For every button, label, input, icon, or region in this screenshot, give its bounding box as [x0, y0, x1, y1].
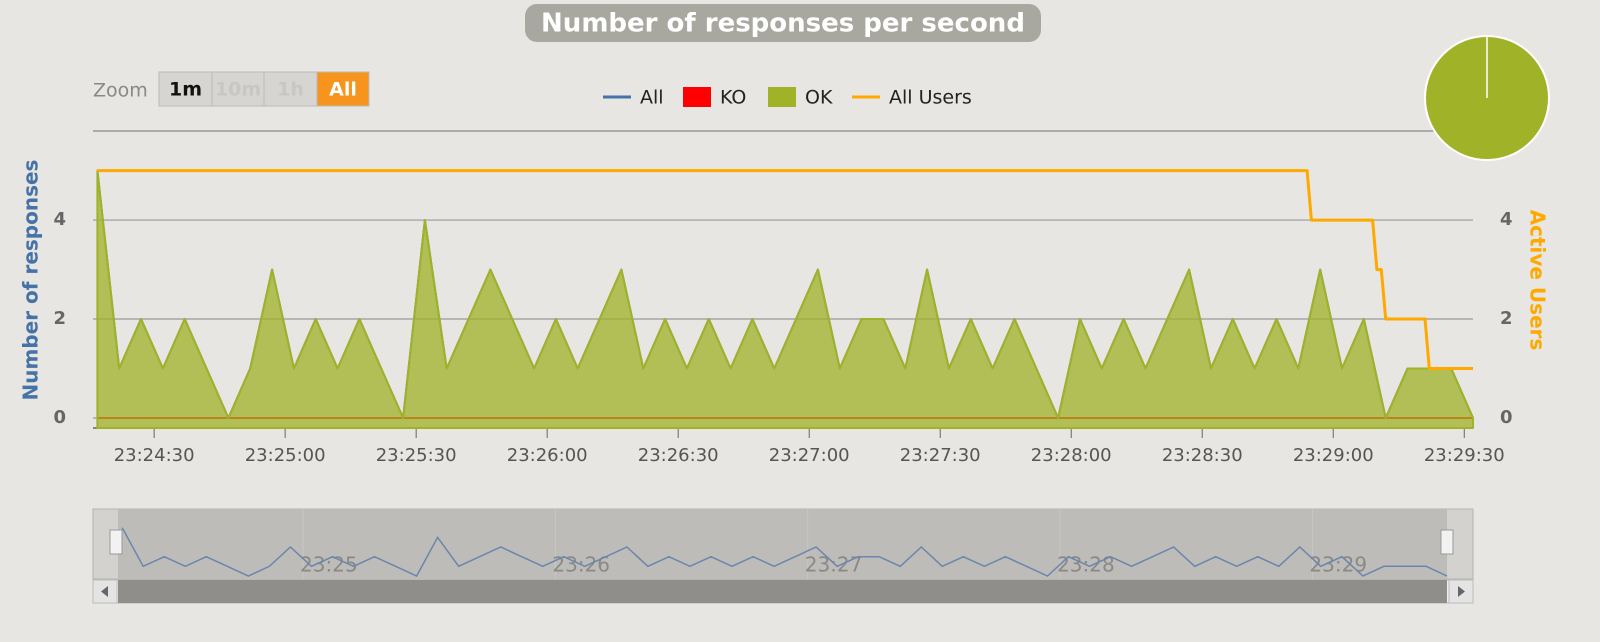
navigator-selection[interactable]: [118, 509, 1447, 579]
legend-symbol[interactable]: [683, 87, 711, 107]
scrollbar-thumb[interactable]: [118, 580, 1447, 603]
ok-area: [96, 169, 1474, 429]
navigator-tick-label: 23:27: [805, 553, 863, 577]
x-tick-label: 23:28:00: [1031, 445, 1112, 466]
y2-tick-label: 4: [1500, 209, 1513, 230]
users-line: [97, 169, 1473, 370]
zoom-label: Zoom: [93, 80, 148, 102]
zoom-button[interactable]: [211, 71, 265, 107]
y-tick-label: 2: [53, 308, 66, 329]
legend-label[interactable]: All Users: [889, 87, 972, 109]
zoom-button[interactable]: [316, 71, 370, 107]
y2-tick-label: 0: [1500, 407, 1513, 428]
navigator-handle-right[interactable]: [1440, 529, 1454, 555]
x-tick-label: 23:26:00: [507, 445, 588, 466]
x-tick-label: 23:28:30: [1162, 445, 1243, 466]
legend-label[interactable]: OK: [805, 87, 833, 109]
title-pill: [525, 4, 1041, 42]
y-tick-label: 0: [53, 407, 66, 428]
x-tick-label: 23:24:30: [114, 445, 195, 466]
legend-label[interactable]: All: [640, 87, 664, 109]
x-tick-label: 23:25:00: [245, 445, 326, 466]
legend-symbol[interactable]: [768, 87, 796, 107]
x-tick-label: 23:27:00: [769, 445, 850, 466]
zoom-button[interactable]: [158, 71, 213, 107]
navigator-handle-left[interactable]: [109, 529, 123, 555]
zoom-button-label[interactable]: 10m: [215, 79, 261, 101]
scroll-right-arrow: [1458, 586, 1465, 597]
zoom-button-label[interactable]: 1h: [277, 79, 304, 101]
zoom-button-label[interactable]: 1m: [169, 79, 202, 101]
y-axis-title: Number of responses: [19, 160, 43, 401]
navigator-series: [121, 527, 1448, 577]
zoom-button-label[interactable]: All: [329, 79, 357, 101]
y2-tick-label: 2: [1500, 308, 1513, 329]
x-tick-label: 23:25:30: [376, 445, 457, 466]
x-tick-label: 23:29:00: [1293, 445, 1374, 466]
x-tick-label: 23:29:30: [1424, 445, 1505, 466]
y2-axis-title: Active Users: [1526, 210, 1550, 351]
zoom-button[interactable]: [263, 71, 318, 107]
x-tick-label: 23:26:30: [638, 445, 719, 466]
x-tick-label: 23:27:30: [900, 445, 981, 466]
y-tick-label: 4: [53, 209, 66, 230]
chart-title: Number of responses per second: [541, 9, 1025, 39]
legend-label[interactable]: KO: [720, 87, 746, 109]
scroll-left-arrow: [101, 586, 108, 597]
